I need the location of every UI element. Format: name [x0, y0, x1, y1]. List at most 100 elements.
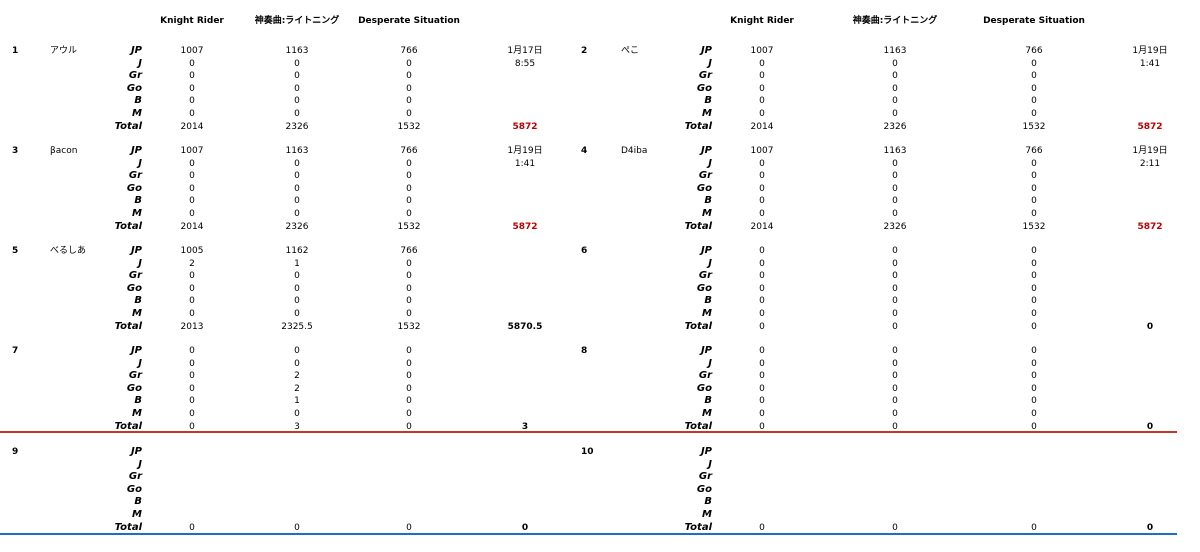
- cell-value: 0: [1031, 271, 1037, 282]
- cell-value: 0: [1031, 58, 1037, 69]
- cell-value: 0: [189, 371, 195, 382]
- cell-value: 2: [294, 383, 300, 394]
- total-value: 2326: [883, 121, 907, 132]
- total-value: 2326: [285, 121, 309, 132]
- column-header: Knight Rider: [160, 16, 224, 26]
- cell-value: 0: [759, 183, 765, 194]
- row-label: Total: [114, 521, 142, 533]
- row-label: JP: [700, 45, 712, 56]
- row-label: Gr: [128, 370, 142, 382]
- cell-value: 0: [406, 409, 412, 419]
- cell-value: 0: [892, 371, 898, 382]
- player-name: アウル: [50, 46, 78, 56]
- cell-value: 0: [406, 258, 412, 269]
- column-header: Desperate Situation: [983, 16, 1085, 26]
- total-value: 0: [294, 522, 300, 533]
- total-value: 1532: [397, 121, 421, 132]
- total-value: 0: [406, 522, 412, 533]
- time: 2:11: [1139, 158, 1161, 169]
- cell-value: 1007: [750, 146, 774, 156]
- cell-value: 0: [759, 158, 765, 169]
- entry-number: 6: [581, 246, 588, 256]
- time: 1:41: [514, 158, 536, 169]
- cell-value: 0: [759, 171, 765, 182]
- cell-value: 0: [294, 296, 300, 307]
- row-label: M: [132, 208, 142, 219]
- cell-value: 0: [892, 71, 898, 82]
- row-label: Total: [114, 420, 142, 432]
- grand-total: 5872: [512, 221, 538, 232]
- cell-value: 0: [759, 58, 765, 69]
- cell-value: 0: [189, 271, 195, 282]
- total-value: 0: [189, 421, 195, 432]
- cell-value: 0: [189, 409, 195, 419]
- row-label: M: [132, 408, 142, 419]
- cell-value: 0: [406, 383, 412, 394]
- row-label: JP: [700, 245, 712, 256]
- row-label: Total: [684, 320, 712, 332]
- cell-value: 0: [294, 109, 300, 119]
- grand-total: 5872: [1137, 221, 1163, 232]
- cell-value: 0: [294, 358, 300, 369]
- cell-value: 0: [759, 283, 765, 294]
- cell-value: 0: [294, 83, 300, 94]
- cell-value: 0: [759, 96, 765, 107]
- cell-value: 0: [892, 271, 898, 282]
- cell-value: 0: [892, 96, 898, 107]
- cell-value: 0: [294, 271, 300, 282]
- cell-value: 0: [294, 96, 300, 107]
- total-value: 1532: [397, 221, 421, 232]
- row-label: M: [702, 308, 712, 319]
- cell-value: 0: [294, 209, 300, 219]
- date: 1月19日: [1132, 146, 1168, 156]
- column-header: 神奏曲:ライトニング: [254, 16, 340, 26]
- entry-number: 9: [12, 447, 19, 457]
- cell-value: 0: [759, 83, 765, 94]
- grand-total: 0: [1146, 421, 1154, 432]
- cell-value: 0: [892, 158, 898, 169]
- divider-red: [0, 431, 1177, 433]
- cell-value: 0: [406, 71, 412, 82]
- cell-value: 0: [759, 209, 765, 219]
- total-value: 2014: [180, 121, 204, 132]
- player-name: ぺこ: [621, 46, 640, 56]
- total-value: 0: [406, 421, 412, 432]
- row-label: Gr: [698, 70, 712, 82]
- row-label: Go: [126, 282, 142, 294]
- cell-value: 0: [1031, 383, 1037, 394]
- row-label: Total: [114, 120, 142, 132]
- cell-value: 0: [1031, 171, 1037, 182]
- row-label: Total: [684, 120, 712, 132]
- cell-value: 0: [189, 283, 195, 294]
- grand-total: 5872: [1137, 121, 1163, 132]
- date: 1月17日: [507, 46, 543, 56]
- cell-value: 0: [759, 296, 765, 307]
- row-label: B: [134, 496, 142, 508]
- cell-value: 0: [1031, 258, 1037, 269]
- grand-total: 0: [1146, 522, 1154, 533]
- cell-value: 0: [406, 283, 412, 294]
- total-value: 0: [759, 421, 765, 432]
- cell-value: 0: [1031, 283, 1037, 294]
- row-label: Gr: [698, 270, 712, 282]
- cell-value: 766: [400, 146, 418, 156]
- row-label: JP: [700, 345, 712, 356]
- cell-value: 0: [892, 409, 898, 419]
- cell-value: 0: [1031, 371, 1037, 382]
- cell-value: 0: [189, 309, 195, 319]
- total-value: 0: [1031, 421, 1037, 432]
- time: 8:55: [514, 58, 536, 69]
- row-label: Go: [696, 82, 712, 94]
- cell-value: 0: [189, 96, 195, 107]
- row-label: M: [702, 208, 712, 219]
- cell-value: 1163: [285, 46, 309, 56]
- entry-number: 1: [12, 46, 19, 56]
- cell-value: 0: [189, 171, 195, 182]
- cell-value: 0: [189, 396, 195, 407]
- cell-value: 0: [759, 258, 765, 269]
- player-name: βacon: [50, 146, 78, 156]
- grand-total: 5870.5: [507, 321, 543, 332]
- cell-value: 0: [892, 296, 898, 307]
- row-label: M: [702, 509, 712, 520]
- row-label: M: [702, 108, 712, 119]
